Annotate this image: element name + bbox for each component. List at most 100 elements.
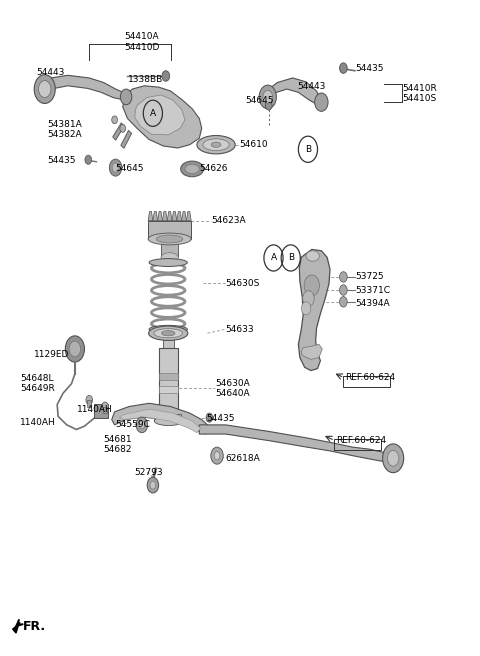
Text: 54410A
54410D: 54410A 54410D <box>124 32 159 52</box>
Text: 54443: 54443 <box>298 82 326 91</box>
Circle shape <box>206 413 213 422</box>
Bar <box>163 332 174 349</box>
Text: 53371C: 53371C <box>355 285 390 295</box>
Circle shape <box>339 63 347 73</box>
Text: 54645: 54645 <box>116 164 144 173</box>
Polygon shape <box>123 86 202 148</box>
Circle shape <box>265 101 272 110</box>
Polygon shape <box>301 344 323 359</box>
Ellipse shape <box>155 417 183 426</box>
Polygon shape <box>186 211 191 220</box>
Bar <box>87 400 91 407</box>
Circle shape <box>139 421 145 429</box>
Text: 54648L
54649R: 54648L 54649R <box>20 374 55 394</box>
Bar <box>159 386 178 394</box>
Bar <box>103 407 107 413</box>
Polygon shape <box>148 211 153 220</box>
Polygon shape <box>172 211 177 220</box>
Polygon shape <box>43 75 126 100</box>
Circle shape <box>38 81 51 98</box>
Polygon shape <box>299 249 330 371</box>
Text: 62618A: 62618A <box>226 454 260 462</box>
Ellipse shape <box>203 139 229 151</box>
Text: 54410R
54410S: 54410R 54410S <box>403 84 437 104</box>
Polygon shape <box>181 211 186 220</box>
Bar <box>161 237 178 257</box>
Circle shape <box>109 159 122 176</box>
Polygon shape <box>177 211 181 220</box>
Circle shape <box>304 275 320 296</box>
Bar <box>159 348 178 415</box>
Ellipse shape <box>161 331 175 336</box>
Circle shape <box>69 341 81 357</box>
Text: 1140AH: 1140AH <box>20 419 56 428</box>
Circle shape <box>150 482 156 489</box>
Circle shape <box>214 452 220 460</box>
Circle shape <box>147 478 158 493</box>
Text: 1338BB: 1338BB <box>128 75 163 84</box>
Bar <box>343 377 390 387</box>
Text: FR.: FR. <box>23 620 46 633</box>
Polygon shape <box>155 415 183 421</box>
Text: 54626: 54626 <box>199 164 228 173</box>
Ellipse shape <box>149 326 188 340</box>
Circle shape <box>387 451 399 466</box>
Circle shape <box>112 116 118 124</box>
Ellipse shape <box>211 142 221 148</box>
Circle shape <box>339 285 347 295</box>
Circle shape <box>303 291 314 306</box>
Circle shape <box>136 417 148 433</box>
Text: B: B <box>305 145 311 154</box>
Ellipse shape <box>154 329 182 338</box>
Circle shape <box>315 93 328 112</box>
Text: 1129ED: 1129ED <box>34 350 70 359</box>
Text: 54443: 54443 <box>36 68 64 77</box>
Circle shape <box>102 402 108 411</box>
Text: 54630A
54640A: 54630A 54640A <box>215 379 250 398</box>
Polygon shape <box>135 95 185 135</box>
Ellipse shape <box>185 165 199 173</box>
Circle shape <box>301 302 311 315</box>
Text: REF.60-624: REF.60-624 <box>336 436 386 445</box>
Text: 54435: 54435 <box>206 414 235 423</box>
Circle shape <box>34 75 55 104</box>
Ellipse shape <box>148 233 191 245</box>
Text: 54681
54682: 54681 54682 <box>104 435 132 454</box>
Circle shape <box>86 396 93 405</box>
Circle shape <box>211 447 223 464</box>
Polygon shape <box>263 78 321 106</box>
Text: A: A <box>270 253 276 262</box>
Text: 54559C: 54559C <box>116 420 150 430</box>
Circle shape <box>339 297 347 307</box>
Circle shape <box>259 85 276 109</box>
Bar <box>94 404 108 419</box>
Text: A: A <box>150 109 156 118</box>
Ellipse shape <box>197 136 235 154</box>
Circle shape <box>339 272 347 282</box>
Text: 53725: 53725 <box>355 272 384 281</box>
Text: 54394A: 54394A <box>355 298 389 308</box>
Ellipse shape <box>180 161 204 176</box>
Text: 1140AH: 1140AH <box>77 405 113 414</box>
Text: B: B <box>288 253 294 262</box>
Circle shape <box>112 163 119 173</box>
Text: 54630S: 54630S <box>226 279 260 288</box>
Text: 54435: 54435 <box>355 64 384 73</box>
Text: 52793: 52793 <box>135 468 163 476</box>
Ellipse shape <box>149 258 187 266</box>
Polygon shape <box>157 211 162 220</box>
Text: 54645: 54645 <box>245 96 273 106</box>
Circle shape <box>85 155 92 165</box>
Bar <box>121 131 132 148</box>
Text: REF.60-624: REF.60-624 <box>345 373 396 382</box>
Polygon shape <box>162 211 167 220</box>
Ellipse shape <box>306 251 320 261</box>
Bar <box>159 373 178 380</box>
Circle shape <box>383 444 404 473</box>
Polygon shape <box>12 624 19 633</box>
Circle shape <box>65 336 84 362</box>
Text: 54633: 54633 <box>226 325 254 334</box>
Ellipse shape <box>156 235 183 243</box>
Circle shape <box>162 71 169 81</box>
Circle shape <box>120 89 132 105</box>
